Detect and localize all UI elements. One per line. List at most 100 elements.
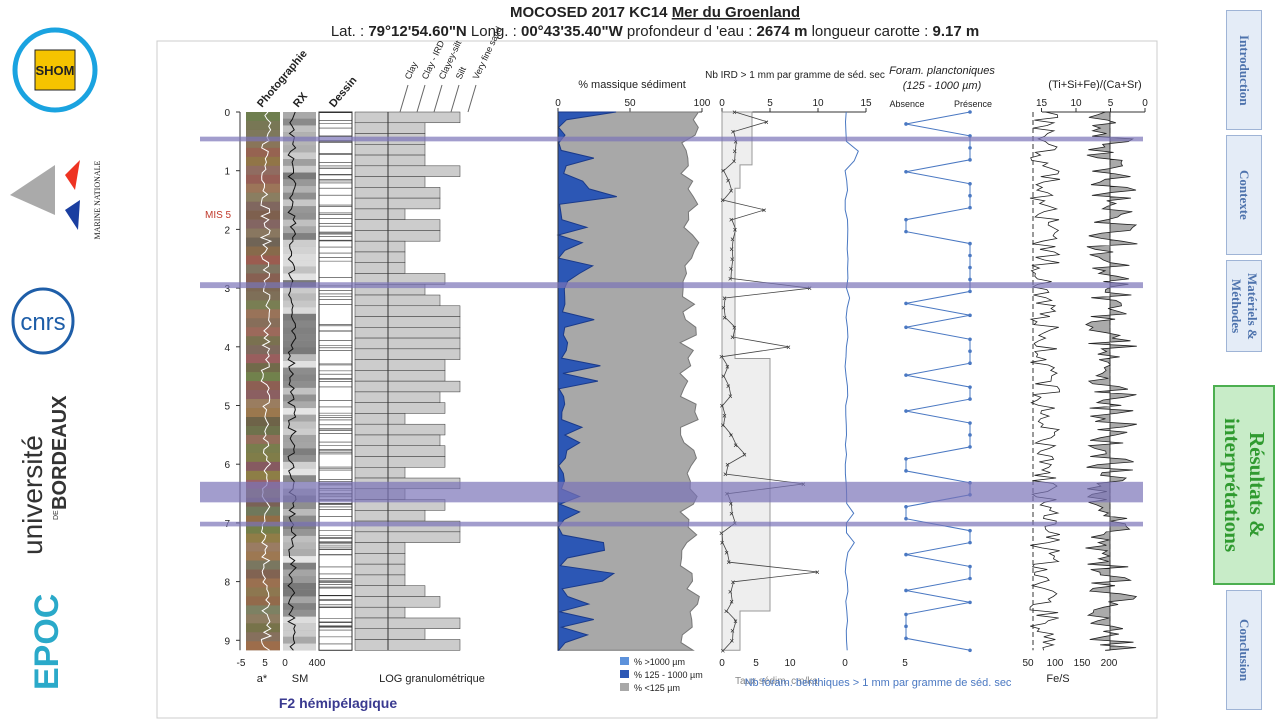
rx-band: [283, 165, 316, 173]
nav-tab[interactable]: Matériels & Méthodes: [1226, 260, 1262, 352]
column-title: RX: [291, 90, 310, 110]
rx-band: [283, 253, 316, 261]
photo-band: [246, 309, 280, 319]
sub-part: 00°43'35.40"W: [521, 23, 624, 40]
sub-part: 2674 m: [757, 23, 808, 40]
foram-absence: Absence: [889, 99, 924, 109]
axis-label: LOG granulométrique: [379, 673, 485, 685]
nav-label: Introduction: [1237, 34, 1252, 106]
ird-point: ×: [719, 353, 724, 362]
rx-band: [283, 630, 316, 637]
log-bed: [354, 553, 406, 565]
nav-label: Résultats & interprétations: [1220, 417, 1269, 553]
rx-band: [283, 589, 316, 597]
nav-tab[interactable]: Contexte: [1226, 135, 1262, 255]
rx-band: [283, 226, 316, 234]
legend-swatch: [620, 670, 629, 678]
depth-label: 1: [224, 167, 230, 178]
legend-swatch: [620, 683, 629, 691]
rx-band: [283, 273, 316, 281]
rx-band: [283, 266, 316, 274]
rx-band: [283, 461, 316, 469]
dessin-column: [318, 111, 353, 651]
rx-band: [283, 596, 316, 604]
ird-point: ×: [729, 216, 734, 225]
log-bed: [354, 413, 406, 425]
marine-blue: [65, 200, 80, 230]
rx-band: [283, 334, 316, 341]
rx-band: [283, 549, 316, 557]
xrf-tick-label: 5: [1108, 98, 1114, 109]
rx-band: [283, 347, 316, 355]
photo-band: [246, 434, 280, 444]
photo-band: [246, 327, 280, 337]
rx-band: [283, 408, 316, 415]
depth-label: 2: [224, 225, 230, 236]
sed-tick-label: 100: [694, 98, 711, 109]
grain-leader: [467, 84, 477, 113]
log-bed: [354, 510, 426, 522]
axis-label: Fe/S: [1046, 673, 1069, 685]
ird-point: ×: [720, 196, 725, 205]
ird-point: ×: [726, 177, 731, 186]
sub-part: longueur carotte :: [807, 23, 932, 40]
sed-tick-label: 0: [555, 98, 561, 109]
photo-band: [246, 156, 280, 166]
rx-band: [283, 219, 316, 227]
rx-band: [283, 441, 316, 449]
photo-band: [246, 237, 280, 247]
photo-band: [246, 542, 280, 552]
ird-point: ×: [723, 470, 728, 479]
ird-point: ×: [722, 314, 727, 323]
sed-fine-area: [557, 111, 700, 651]
photo-band: [246, 147, 280, 157]
depth-label: 0: [224, 108, 230, 119]
photo-band: [246, 255, 280, 265]
ird-point: ×: [724, 607, 729, 616]
rx-band: [283, 529, 316, 536]
xrf-tick-label: 10: [1070, 98, 1082, 109]
rx-band: [283, 455, 316, 462]
rx-band: [283, 374, 316, 382]
ird-point: ×: [732, 147, 737, 156]
marine-red: [65, 160, 80, 190]
photo-band: [246, 363, 280, 373]
log-bed: [354, 251, 406, 263]
sed-sand-area: [556, 111, 617, 651]
log-bed: [354, 531, 461, 543]
column-title: Dessin: [327, 74, 360, 110]
nav-tab[interactable]: Résultats & interprétations: [1213, 385, 1275, 585]
log-bed: [354, 542, 406, 554]
rx-band: [283, 118, 316, 126]
foram-curve: [905, 111, 971, 651]
bottom-tick: 0: [282, 658, 288, 669]
log-bed: [354, 574, 406, 586]
rx-band: [283, 502, 316, 509]
rx-band: [283, 159, 316, 166]
sub-part: profondeur d 'eau :: [623, 23, 757, 40]
fes-area: [1085, 111, 1138, 651]
rx-band: [283, 145, 316, 153]
photo-band: [246, 318, 280, 328]
astar-curve: [259, 111, 273, 651]
rx-band: [283, 562, 316, 570]
univ-text: université: [17, 435, 48, 555]
rx-band: [283, 475, 316, 483]
photo-band: [246, 129, 280, 139]
nav-tab[interactable]: Introduction: [1226, 10, 1262, 130]
nav-tab[interactable]: Conclusion: [1226, 590, 1262, 710]
photo-band: [246, 632, 280, 642]
cnrs-logo: [11, 287, 75, 355]
xrf-tick-label: 15: [1036, 98, 1048, 109]
rate-label: Taux sédim. cm/ka: [735, 676, 818, 687]
ird-point: ×: [721, 304, 726, 313]
rx-band: [283, 609, 316, 617]
rx-band: [283, 186, 316, 193]
ird-curve: [721, 111, 819, 651]
rx-band: [283, 508, 316, 516]
log-bed: [354, 197, 441, 210]
log-bed: [354, 359, 446, 371]
photo-band: [246, 264, 280, 274]
log-bed: [354, 370, 446, 382]
